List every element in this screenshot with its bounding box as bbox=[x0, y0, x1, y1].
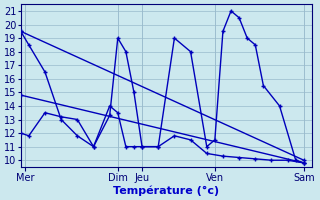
X-axis label: Température (°c): Température (°c) bbox=[113, 185, 220, 196]
